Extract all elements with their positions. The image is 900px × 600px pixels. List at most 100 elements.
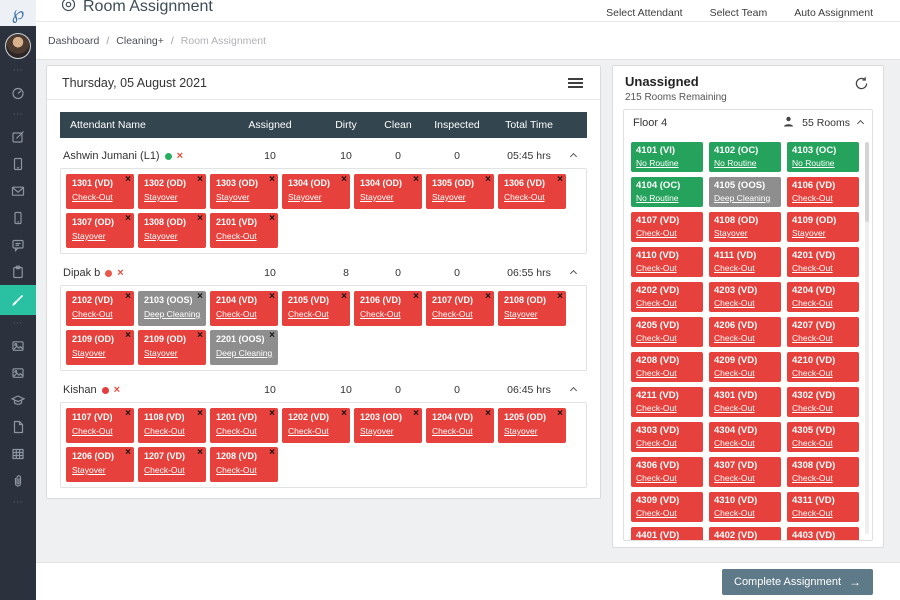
room-card[interactable]: × 1108 (VD) Check-Out bbox=[138, 408, 206, 443]
remove-room-button[interactable]: × bbox=[557, 174, 563, 185]
unassigned-room-card[interactable]: 4401 (VD) Check-Out bbox=[631, 527, 703, 540]
remove-room-button[interactable]: × bbox=[197, 291, 203, 302]
remove-room-button[interactable]: × bbox=[197, 174, 203, 185]
remove-room-button[interactable]: × bbox=[413, 174, 419, 185]
remove-room-button[interactable]: × bbox=[125, 213, 131, 224]
room-card[interactable]: × 2101 (VD) Check-Out bbox=[210, 213, 278, 248]
room-card[interactable]: × 1302 (OD) Stayover bbox=[138, 174, 206, 209]
remove-room-button[interactable]: × bbox=[125, 408, 131, 419]
remove-room-button[interactable]: × bbox=[341, 174, 347, 185]
room-card[interactable]: × 2105 (VD) Check-Out bbox=[282, 291, 350, 326]
paperclip-icon[interactable] bbox=[0, 467, 36, 494]
room-card[interactable]: × 2104 (VD) Check-Out bbox=[210, 291, 278, 326]
remove-room-button[interactable]: × bbox=[125, 447, 131, 458]
unassigned-room-card[interactable]: 4311 (VD) Check-Out bbox=[787, 492, 859, 522]
remove-room-button[interactable]: × bbox=[197, 447, 203, 458]
phone-icon[interactable] bbox=[0, 204, 36, 231]
remove-room-button[interactable]: × bbox=[413, 408, 419, 419]
panel-menu-icon[interactable] bbox=[566, 76, 585, 90]
image-icon[interactable] bbox=[0, 359, 36, 386]
room-card[interactable]: × 2102 (VD) Check-Out bbox=[66, 291, 134, 326]
table-grid-icon[interactable] bbox=[0, 440, 36, 467]
breadcrumb-item[interactable]: Dashboard bbox=[48, 34, 100, 47]
topbar-action-select-attendant[interactable]: Select Attendant bbox=[606, 4, 682, 21]
unassigned-room-card[interactable]: 4303 (VD) Check-Out bbox=[631, 422, 703, 452]
remove-attendant-button[interactable]: × bbox=[176, 149, 184, 162]
remove-room-button[interactable]: × bbox=[341, 291, 347, 302]
compose-icon[interactable] bbox=[0, 123, 36, 150]
unassigned-room-card[interactable]: 4102 (OC) No Routine bbox=[709, 142, 781, 172]
room-card[interactable]: × 1303 (OD) Stayover bbox=[210, 174, 278, 209]
room-card[interactable]: × 2109 (OD) Stayover bbox=[66, 330, 134, 365]
unassigned-room-card[interactable]: 4205 (VD) Check-Out bbox=[631, 317, 703, 347]
room-card[interactable]: × 2108 (OD) Stayover bbox=[498, 291, 566, 326]
unassigned-room-card[interactable]: 4104 (OC) No Routine bbox=[631, 177, 703, 207]
unassigned-room-card[interactable]: 4208 (VD) Check-Out bbox=[631, 352, 703, 382]
unassigned-room-card[interactable]: 4306 (VD) Check-Out bbox=[631, 457, 703, 487]
unassigned-room-card[interactable]: 4310 (VD) Check-Out bbox=[709, 492, 781, 522]
unassigned-room-card[interactable]: 4308 (VD) Check-Out bbox=[787, 457, 859, 487]
unassigned-room-card[interactable]: 4210 (VD) Check-Out bbox=[787, 352, 859, 382]
unassigned-room-card[interactable]: 4302 (VD) Check-Out bbox=[787, 387, 859, 417]
unassigned-room-card[interactable]: 4201 (VD) Check-Out bbox=[787, 247, 859, 277]
remove-room-button[interactable]: × bbox=[485, 291, 491, 302]
topbar-action-select-team[interactable]: Select Team bbox=[710, 4, 768, 21]
app-logo[interactable]: ℘ bbox=[0, 0, 36, 26]
unassigned-room-card[interactable]: 4108 (OD) Stayover bbox=[709, 212, 781, 242]
unassigned-room-card[interactable]: 4103 (OC) No Routine bbox=[787, 142, 859, 172]
room-card[interactable]: × 2201 (OOS) Deep Cleaning bbox=[210, 330, 278, 365]
room-card[interactable]: × 2109 (OD) Stayover bbox=[138, 330, 206, 365]
unassigned-room-card[interactable]: 4111 (VD) Check-Out bbox=[709, 247, 781, 277]
room-card[interactable]: × 2103 (OOS) Deep Cleaning bbox=[138, 291, 206, 326]
remove-room-button[interactable]: × bbox=[269, 408, 275, 419]
unassigned-room-card[interactable]: 4301 (VD) Check-Out bbox=[709, 387, 781, 417]
unassigned-room-card[interactable]: 4307 (VD) Check-Out bbox=[709, 457, 781, 487]
room-card[interactable]: × 1306 (VD) Check-Out bbox=[498, 174, 566, 209]
unassigned-room-card[interactable]: 4304 (VD) Check-Out bbox=[709, 422, 781, 452]
unassigned-room-card[interactable]: 4206 (VD) Check-Out bbox=[709, 317, 781, 347]
unassigned-room-card[interactable]: 4109 (OD) Stayover bbox=[787, 212, 859, 242]
collapse-chevron[interactable] bbox=[569, 152, 577, 161]
unassigned-room-card[interactable]: 4309 (VD) Check-Out bbox=[631, 492, 703, 522]
remove-room-button[interactable]: × bbox=[557, 408, 563, 419]
remove-room-button[interactable]: × bbox=[269, 291, 275, 302]
remove-room-button[interactable]: × bbox=[269, 213, 275, 224]
room-card[interactable]: × 1304 (OD) Stayover bbox=[282, 174, 350, 209]
tablet-icon[interactable] bbox=[0, 150, 36, 177]
unassigned-room-card[interactable]: 4203 (VD) Check-Out bbox=[709, 282, 781, 312]
remove-room-button[interactable]: × bbox=[485, 408, 491, 419]
unassigned-room-card[interactable]: 4101 (VI) No Routine bbox=[631, 142, 703, 172]
collapse-chevron[interactable] bbox=[569, 386, 577, 395]
room-card[interactable]: × 1307 (OD) Stayover bbox=[66, 213, 134, 248]
scrollbar-thumb[interactable] bbox=[865, 142, 869, 222]
unassigned-room-card[interactable]: 4209 (VD) Check-Out bbox=[709, 352, 781, 382]
unassigned-room-card[interactable]: 4305 (VD) Check-Out bbox=[787, 422, 859, 452]
remove-room-button[interactable]: × bbox=[197, 408, 203, 419]
complete-assignment-button[interactable]: Complete Assignment → bbox=[722, 568, 873, 595]
remove-room-button[interactable]: × bbox=[269, 174, 275, 185]
room-card[interactable]: × 1308 (OD) Stayover bbox=[138, 213, 206, 248]
remove-room-button[interactable]: × bbox=[125, 330, 131, 341]
unassigned-room-card[interactable]: 4207 (VD) Check-Out bbox=[787, 317, 859, 347]
document-icon[interactable] bbox=[0, 413, 36, 440]
cleaning-brush-icon[interactable] bbox=[0, 285, 36, 315]
remove-room-button[interactable]: × bbox=[557, 291, 563, 302]
image-icon[interactable] bbox=[0, 332, 36, 359]
room-card[interactable]: × 2107 (VD) Check-Out bbox=[426, 291, 494, 326]
remove-room-button[interactable]: × bbox=[197, 330, 203, 341]
room-card[interactable]: × 1206 (OD) Stayover bbox=[66, 447, 134, 482]
chat-icon[interactable] bbox=[0, 231, 36, 258]
floor-collapse-chevron[interactable] bbox=[856, 119, 865, 127]
avatar[interactable] bbox=[5, 33, 31, 59]
remove-room-button[interactable]: × bbox=[269, 447, 275, 458]
unassigned-room-card[interactable]: 4105 (OOS) Deep Cleaning bbox=[709, 177, 781, 207]
remove-room-button[interactable]: × bbox=[341, 408, 347, 419]
unassigned-room-card[interactable]: 4107 (VD) Check-Out bbox=[631, 212, 703, 242]
room-card[interactable]: × 1204 (VD) Check-Out bbox=[426, 408, 494, 443]
unassigned-room-card[interactable]: 4106 (VD) Check-Out bbox=[787, 177, 859, 207]
remove-room-button[interactable]: × bbox=[485, 174, 491, 185]
room-card[interactable]: × 1301 (VD) Check-Out bbox=[66, 174, 134, 209]
unassigned-room-card[interactable]: 4202 (VD) Check-Out bbox=[631, 282, 703, 312]
room-card[interactable]: × 1207 (VD) Check-Out bbox=[138, 447, 206, 482]
room-card[interactable]: × 1107 (VD) Check-Out bbox=[66, 408, 134, 443]
